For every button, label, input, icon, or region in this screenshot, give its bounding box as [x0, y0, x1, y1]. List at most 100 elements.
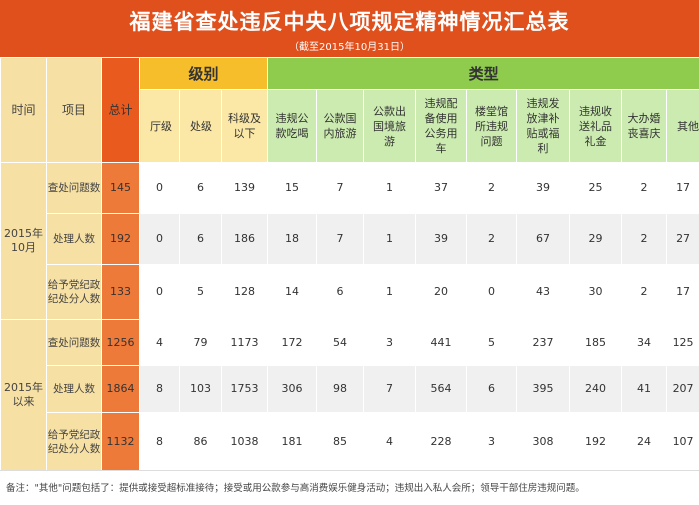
item-cell: 查处问题数 [47, 163, 102, 214]
type-cell: 39 [517, 163, 570, 214]
level-group-header: 级别 [140, 58, 268, 90]
type-cell: 2 [622, 163, 667, 214]
level-cell: 86 [180, 413, 222, 471]
type-cell: 7 [364, 366, 416, 413]
period-cell: 2015年10月 [1, 163, 47, 320]
type-header: 违规收送礼品礼金 [570, 90, 622, 163]
type-cell: 15 [268, 163, 317, 214]
level-cell: 4 [140, 320, 180, 366]
type-cell: 306 [268, 366, 317, 413]
type-cell: 441 [416, 320, 467, 366]
type-cell: 7 [317, 214, 364, 265]
level-cell: 186 [222, 214, 268, 265]
level-cell: 103 [180, 366, 222, 413]
type-cell: 2 [467, 163, 517, 214]
type-header: 公款国内旅游 [317, 90, 364, 163]
type-cell: 237 [517, 320, 570, 366]
total-cell: 192 [102, 214, 140, 265]
type-cell: 67 [517, 214, 570, 265]
page-subtitle: （截至2015年10月31日） [0, 38, 699, 53]
type-cell: 6 [317, 265, 364, 320]
level-header: 科级及以下 [222, 90, 268, 163]
time-header: 时间 [1, 58, 47, 163]
type-cell: 17 [667, 265, 699, 320]
type-cell: 17 [667, 163, 699, 214]
type-cell: 228 [416, 413, 467, 471]
item-cell: 处理人数 [47, 366, 102, 413]
type-cell: 185 [570, 320, 622, 366]
type-header: 楼堂馆所违规问题 [467, 90, 517, 163]
total-cell: 1864 [102, 366, 140, 413]
type-cell: 54 [317, 320, 364, 366]
type-header: 违规配备使用公务用车 [416, 90, 467, 163]
type-cell: 1 [364, 265, 416, 320]
type-cell: 30 [570, 265, 622, 320]
type-cell: 181 [268, 413, 317, 471]
summary-table: 时间 项目 总计 级别 类型 厅级 处级 科级及以下 违规公款吃喝 公款国内旅游… [0, 57, 699, 471]
type-cell: 43 [517, 265, 570, 320]
level-cell: 1038 [222, 413, 268, 471]
type-cell: 14 [268, 265, 317, 320]
level-cell: 5 [180, 265, 222, 320]
total-cell: 1132 [102, 413, 140, 471]
type-cell: 29 [570, 214, 622, 265]
footnote: 备注："其他"问题包括了：提供或接受超标准接待；接受或用公款参与高消费娱乐健身活… [0, 470, 699, 505]
type-cell: 34 [622, 320, 667, 366]
type-cell: 7 [317, 163, 364, 214]
type-cell: 25 [570, 163, 622, 214]
type-cell: 240 [570, 366, 622, 413]
total-cell: 145 [102, 163, 140, 214]
type-cell: 41 [622, 366, 667, 413]
type-cell: 39 [416, 214, 467, 265]
item-cell: 处理人数 [47, 214, 102, 265]
type-cell: 2 [622, 265, 667, 320]
level-cell: 1753 [222, 366, 268, 413]
type-header: 其他 [667, 90, 699, 163]
level-cell: 6 [180, 163, 222, 214]
type-cell: 24 [622, 413, 667, 471]
level-cell: 1173 [222, 320, 268, 366]
level-cell: 8 [140, 366, 180, 413]
level-cell: 79 [180, 320, 222, 366]
type-cell: 308 [517, 413, 570, 471]
type-cell: 395 [517, 366, 570, 413]
level-header: 处级 [180, 90, 222, 163]
type-header: 违规公款吃喝 [268, 90, 317, 163]
type-cell: 6 [467, 366, 517, 413]
level-cell: 0 [140, 163, 180, 214]
type-cell: 207 [667, 366, 699, 413]
type-cell: 98 [317, 366, 364, 413]
page-title: 福建省查处违反中央八项规定精神情况汇总表 [0, 6, 699, 36]
type-cell: 2 [622, 214, 667, 265]
type-cell: 3 [467, 413, 517, 471]
type-cell: 564 [416, 366, 467, 413]
type-cell: 4 [364, 413, 416, 471]
level-cell: 0 [140, 214, 180, 265]
total-header: 总计 [102, 58, 140, 163]
level-cell: 6 [180, 214, 222, 265]
level-cell: 0 [140, 265, 180, 320]
type-header: 违规发放津补贴或福利 [517, 90, 570, 163]
title-banner: 福建省查处违反中央八项规定精神情况汇总表 （截至2015年10月31日） [0, 0, 699, 57]
level-header: 厅级 [140, 90, 180, 163]
period-cell: 2015年以来 [1, 320, 47, 471]
level-cell: 128 [222, 265, 268, 320]
type-cell: 27 [667, 214, 699, 265]
item-cell: 查处问题数 [47, 320, 102, 366]
type-cell: 125 [667, 320, 699, 366]
type-cell: 2 [467, 214, 517, 265]
item-cell: 给予党纪政纪处分人数 [47, 265, 102, 320]
type-cell: 20 [416, 265, 467, 320]
level-cell: 8 [140, 413, 180, 471]
type-cell: 107 [667, 413, 699, 471]
level-cell: 139 [222, 163, 268, 214]
type-header: 大办婚丧喜庆 [622, 90, 667, 163]
type-cell: 85 [317, 413, 364, 471]
type-cell: 5 [467, 320, 517, 366]
type-cell: 172 [268, 320, 317, 366]
